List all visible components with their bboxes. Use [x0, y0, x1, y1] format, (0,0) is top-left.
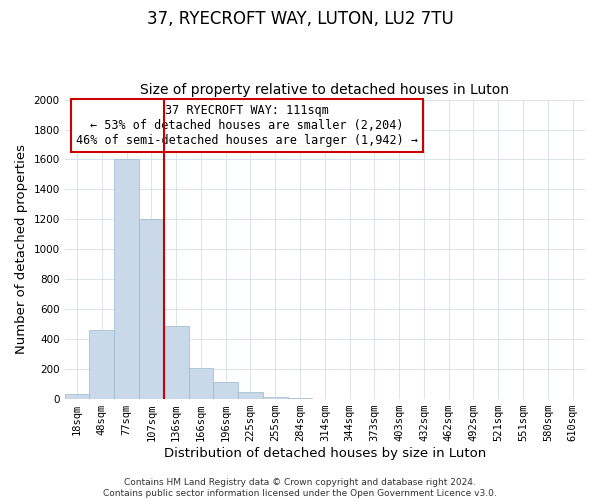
Bar [65, 394, 89, 399]
Bar [263, 397, 287, 399]
Bar [164, 326, 188, 399]
Bar [238, 392, 263, 399]
Y-axis label: Number of detached properties: Number of detached properties [15, 144, 28, 354]
Bar [188, 368, 214, 399]
Title: Size of property relative to detached houses in Luton: Size of property relative to detached ho… [140, 83, 509, 97]
Bar [114, 160, 139, 399]
Text: Contains HM Land Registry data © Crown copyright and database right 2024.
Contai: Contains HM Land Registry data © Crown c… [103, 478, 497, 498]
Bar [214, 382, 238, 399]
Text: 37, RYECROFT WAY, LUTON, LU2 7TU: 37, RYECROFT WAY, LUTON, LU2 7TU [146, 10, 454, 28]
X-axis label: Distribution of detached houses by size in Luton: Distribution of detached houses by size … [164, 447, 486, 460]
Bar [89, 330, 114, 399]
Text: 37 RYECROFT WAY: 111sqm
← 53% of detached houses are smaller (2,204)
46% of semi: 37 RYECROFT WAY: 111sqm ← 53% of detache… [76, 104, 418, 147]
Bar [287, 398, 313, 399]
Bar [139, 220, 164, 399]
